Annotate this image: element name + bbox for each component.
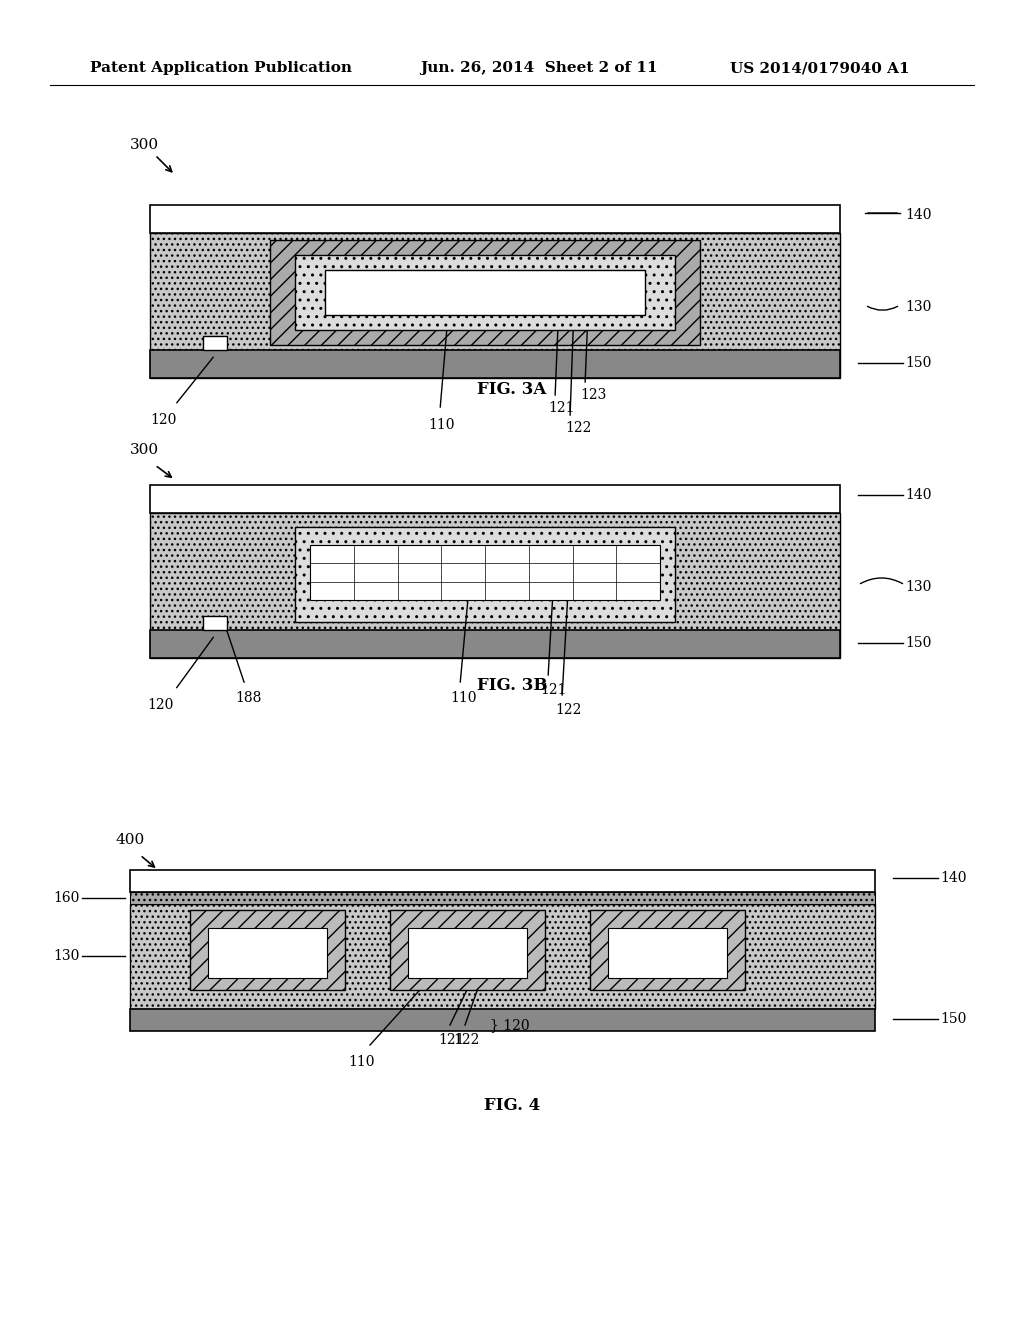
Text: 130: 130 — [905, 300, 932, 314]
Bar — [208, 928, 327, 978]
Bar — [590, 909, 745, 990]
Text: US 2014/0179040 A1: US 2014/0179040 A1 — [730, 61, 909, 75]
Text: 121: 121 — [548, 401, 574, 414]
Text: FIG. 3B: FIG. 3B — [477, 676, 547, 693]
Text: 122: 122 — [565, 421, 592, 436]
Text: 130: 130 — [53, 949, 80, 964]
Text: 110: 110 — [348, 1055, 375, 1069]
Text: 122: 122 — [453, 1034, 479, 1047]
Text: 160: 160 — [53, 891, 80, 906]
Text: 120: 120 — [147, 698, 173, 711]
Bar — [150, 513, 840, 657]
Bar — [150, 234, 840, 378]
Bar — [390, 909, 545, 990]
Bar — [203, 616, 227, 630]
Text: FIG. 3A: FIG. 3A — [477, 381, 547, 399]
Bar — [270, 240, 700, 345]
Text: 130: 130 — [905, 579, 932, 594]
Bar — [310, 545, 660, 601]
Text: 121: 121 — [438, 1034, 465, 1047]
Bar — [150, 205, 840, 234]
Bar — [295, 255, 675, 330]
Text: FIG. 4: FIG. 4 — [484, 1097, 540, 1114]
Bar — [130, 892, 874, 904]
Text: 123: 123 — [580, 388, 606, 403]
Text: Jun. 26, 2014  Sheet 2 of 11: Jun. 26, 2014 Sheet 2 of 11 — [420, 61, 657, 75]
Text: 122: 122 — [555, 704, 582, 717]
Text: 110: 110 — [428, 418, 455, 432]
Text: 120: 120 — [150, 413, 176, 426]
Text: Patent Application Publication: Patent Application Publication — [90, 61, 352, 75]
Bar — [325, 271, 645, 315]
Text: 110: 110 — [450, 690, 476, 705]
Text: 150: 150 — [940, 1012, 967, 1026]
Text: 300: 300 — [130, 139, 159, 152]
Text: 400: 400 — [115, 833, 144, 847]
Text: 300: 300 — [130, 444, 159, 457]
Bar — [130, 904, 874, 1008]
Bar — [295, 527, 675, 622]
Text: 121: 121 — [540, 682, 566, 697]
Text: 140: 140 — [905, 488, 932, 502]
Text: 188: 188 — [234, 690, 261, 705]
Text: 150: 150 — [905, 356, 932, 370]
Text: 140: 140 — [905, 209, 932, 222]
Bar — [130, 1008, 874, 1031]
Bar — [150, 350, 840, 378]
Bar — [150, 630, 840, 657]
Bar — [608, 928, 727, 978]
Bar — [190, 909, 345, 990]
Bar — [203, 337, 227, 350]
Text: } 120: } 120 — [490, 1018, 529, 1032]
Bar — [130, 870, 874, 892]
Bar — [408, 928, 527, 978]
Bar — [150, 484, 840, 513]
Text: 140: 140 — [940, 871, 967, 884]
Text: 150: 150 — [905, 636, 932, 649]
